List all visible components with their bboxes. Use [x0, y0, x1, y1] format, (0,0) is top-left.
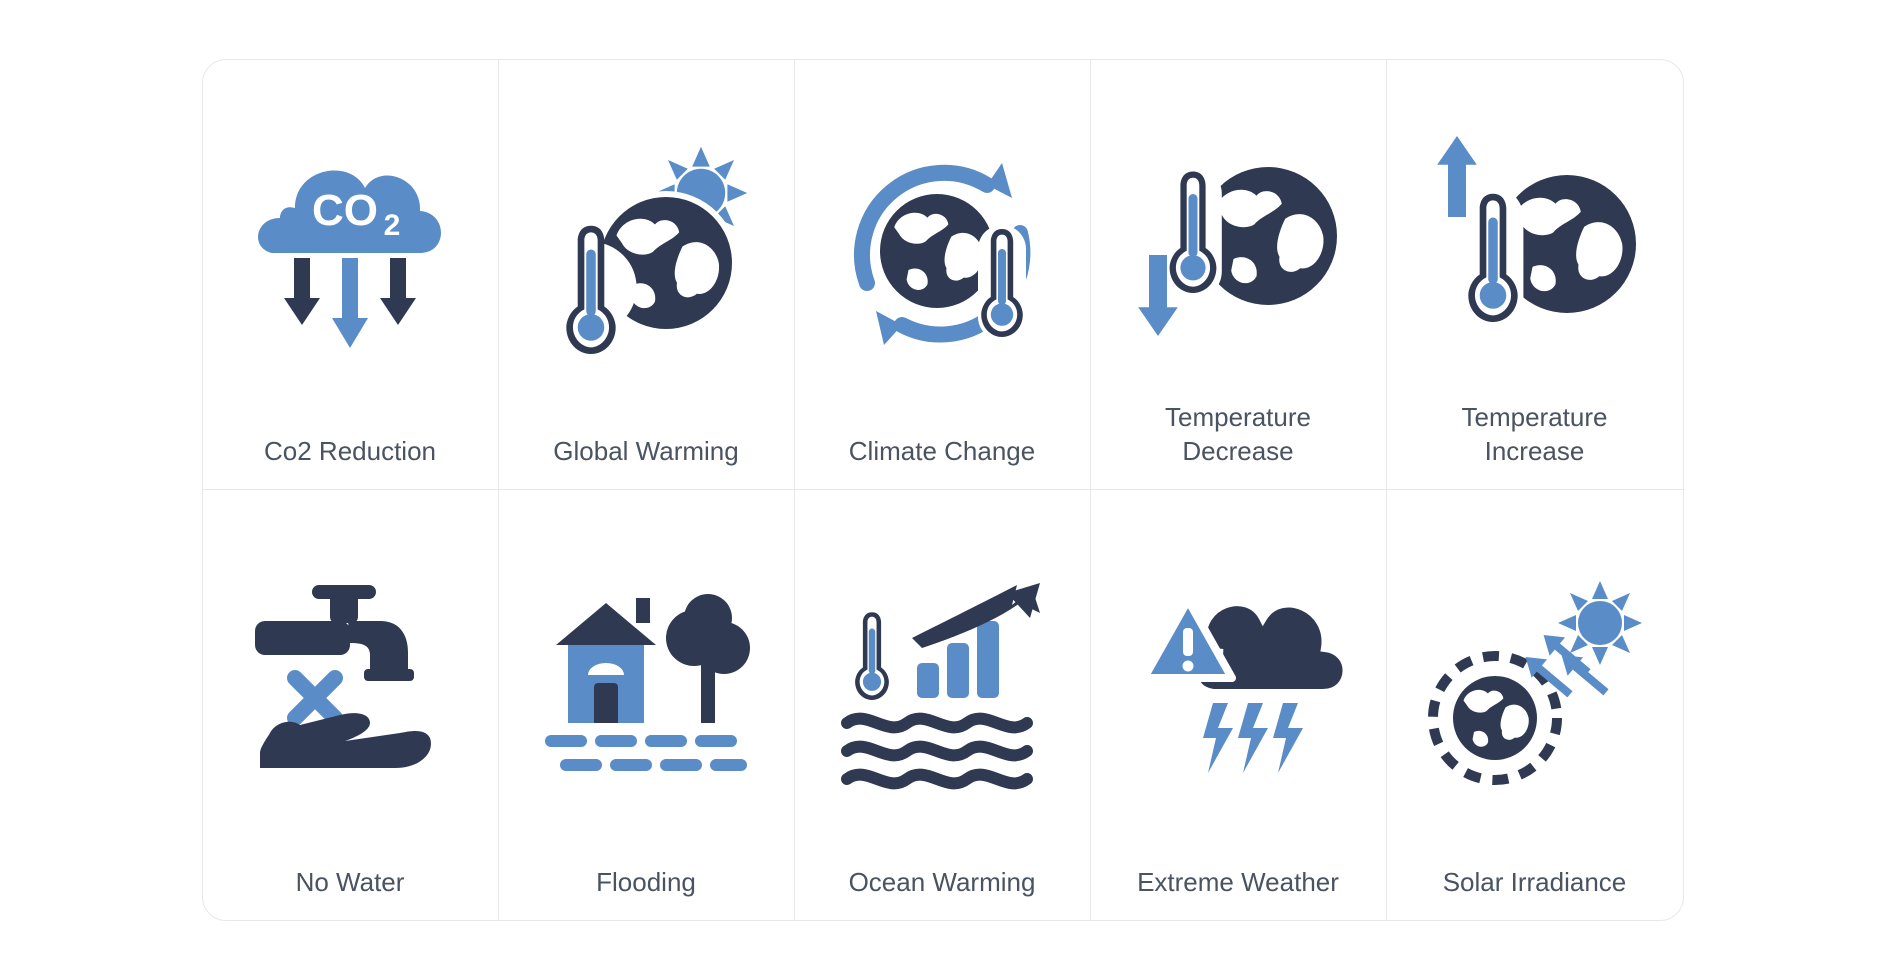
cell-solar-irradiance: Solar Irradiance [1387, 490, 1683, 920]
label: Climate Change [849, 435, 1035, 469]
label: Ocean Warming [849, 866, 1036, 900]
cell-climate-change: Climate Change [795, 60, 1091, 490]
climate-change-icon [815, 80, 1070, 425]
label: Extreme Weather [1137, 866, 1339, 900]
label: Solar Irradiance [1443, 866, 1627, 900]
ocean-warming-icon [815, 510, 1070, 856]
cell-temperature-increase: Temperature Increase [1387, 60, 1683, 490]
label: Temperature Decrease [1165, 401, 1311, 469]
cell-co2-reduction: CO 2 Co2 Reduction [203, 60, 499, 490]
svg-text:2: 2 [384, 209, 401, 242]
solar-irradiance-icon [1407, 510, 1663, 856]
label: No Water [296, 866, 405, 900]
icon-grid: CO 2 Co2 Reduction [202, 59, 1684, 921]
cell-no-water: No Water [203, 490, 499, 920]
label: Flooding [596, 866, 696, 900]
co2-reduction-icon: CO 2 [223, 80, 478, 425]
label: Temperature Increase [1462, 401, 1608, 469]
cell-flooding: Flooding [499, 490, 795, 920]
label: Global Warming [553, 435, 738, 469]
cell-temperature-decrease: Temperature Decrease [1091, 60, 1387, 490]
temperature-decrease-icon [1111, 80, 1366, 391]
no-water-icon [223, 510, 478, 856]
cell-ocean-warming: Ocean Warming [795, 490, 1091, 920]
extreme-weather-icon [1111, 510, 1366, 856]
flooding-icon [519, 510, 774, 856]
svg-text:CO: CO [312, 186, 378, 235]
temperature-increase-icon [1407, 80, 1663, 391]
cell-extreme-weather: Extreme Weather [1091, 490, 1387, 920]
cell-global-warming: Global Warming [499, 60, 795, 490]
label: Co2 Reduction [264, 435, 436, 469]
global-warming-icon [519, 80, 774, 425]
